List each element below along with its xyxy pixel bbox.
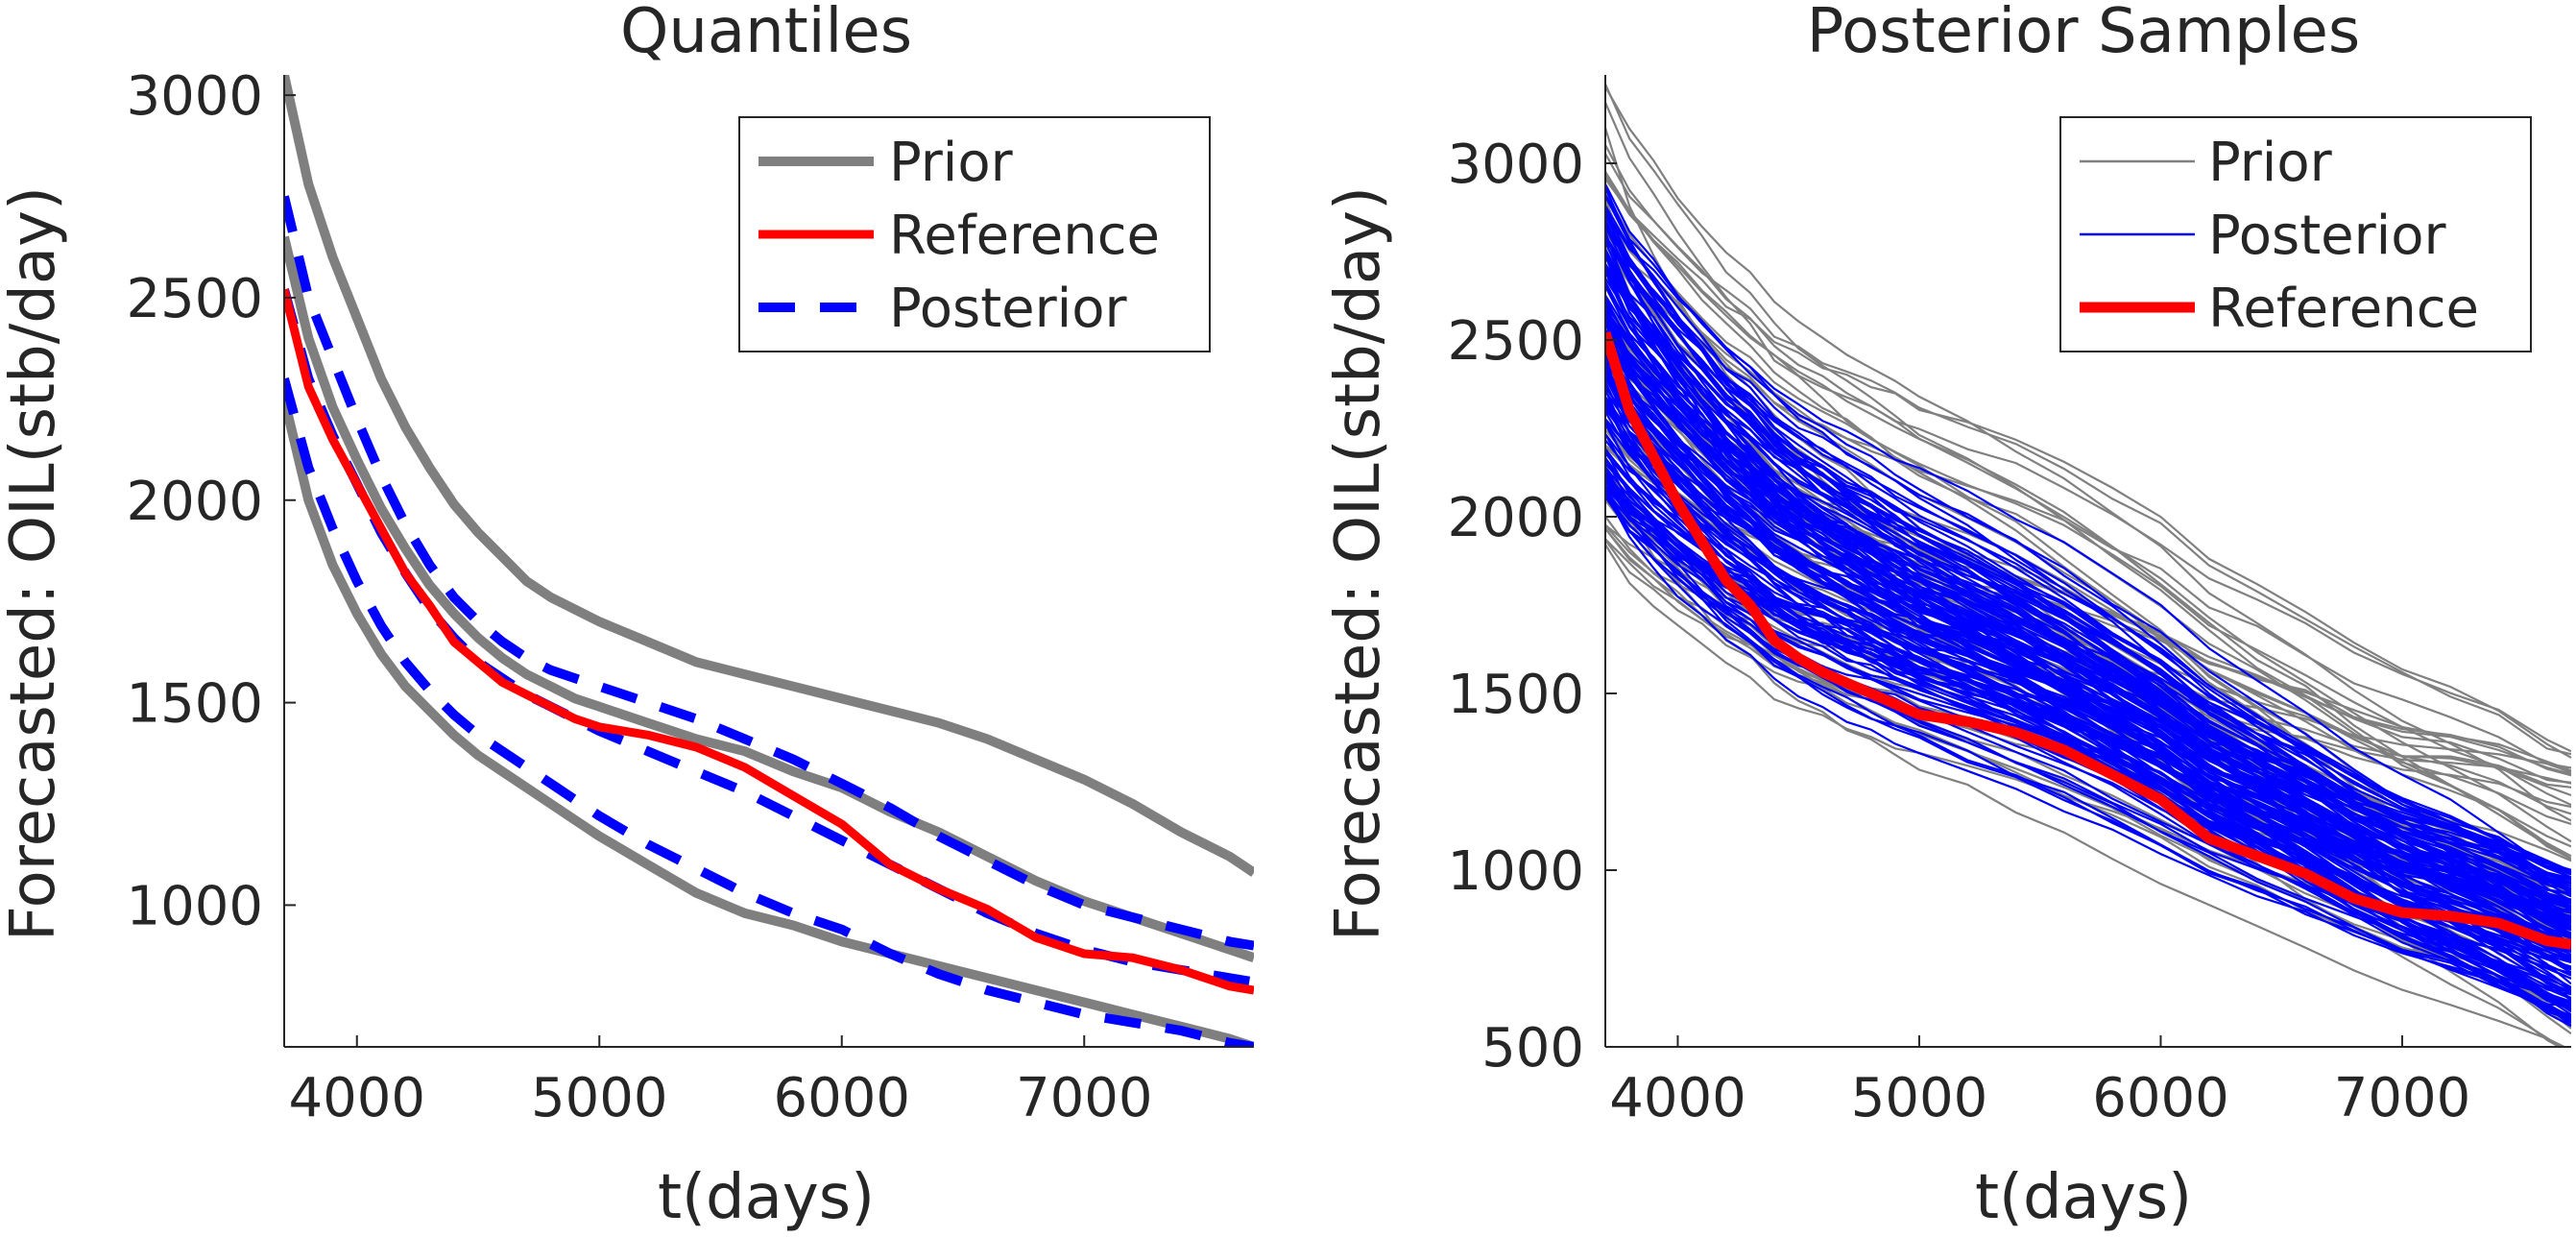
legend-label-prior: Prior [889,132,1014,194]
prior-sample-line [1605,467,2567,1047]
quantiles-plot-lines [284,75,1254,1047]
legend-label-posterior: Posterior [2208,205,2446,267]
posterior-sample-line [1605,221,2571,1000]
posterior-sample-line [1605,231,2571,1001]
reference-line [284,288,1254,995]
prior-sample-line [1605,85,2571,822]
posterior-sample-line [1605,491,2571,1005]
posterior-sample-line [1605,278,2571,930]
x-tick-label: 6000 [773,1067,910,1129]
y-tick-label: 1000 [126,875,263,937]
posterior-sample-line [1605,320,2571,876]
posterior-sample-line [1605,396,2571,1024]
posterior-p50-line [284,288,1254,987]
posterior-sample-line [1605,317,2571,970]
quantiles-ylabel: Forecasted: OIL(stb/day) [0,186,69,941]
posterior-sample-line [1605,328,2571,887]
prior-sample-line [1605,178,2571,759]
posterior-p10-line [284,376,1254,1047]
legend-label-reference: Reference [2208,278,2479,340]
y-tick-label: 3000 [126,65,263,128]
posterior-sample-line [1605,225,2571,902]
posterior-sample-line [1605,333,2571,873]
y-tick-label: 1500 [126,673,263,736]
x-tick-label: 7000 [2334,1067,2471,1129]
y-tick-label: 2000 [1447,487,1584,549]
reference-line [1605,330,2571,950]
posterior-sample-line [1605,353,2571,885]
posterior-samples-panel: Posterior Samples 4000 5000 6000 7000 500 100… [1323,0,2571,1233]
y-tick-label: 500 [1481,1017,1584,1080]
prior-p90-line [284,75,1254,877]
legend-label-prior: Prior [2208,132,2333,194]
x-tick-label: 7000 [1016,1067,1153,1129]
quantiles-axes: 4000 5000 6000 7000 1000 1500 2000 2500 3000 [126,65,1254,1129]
posterior-sample-line [1605,476,2571,1010]
posterior-sample-line [1605,467,2571,980]
posterior-samples-plot-lines [1605,83,2571,1047]
posterior-sample-line [1605,255,2571,938]
posterior-samples-axes: 4000 5000 6000 7000 500 1000 1500 2000 2500 3000 [1447,75,2571,1129]
y-tick-label: 2000 [126,471,263,533]
posterior-sample-line [1605,210,2571,879]
posterior-sample-line [1605,494,2571,1019]
posterior-sample-line [1605,333,2571,910]
quantiles-panel: Quantiles 4000 5000 6000 7000 1000 1500 2000 25… [0,0,1254,1233]
y-tick-label: 2500 [126,268,263,330]
quantiles-legend: Prior Reference Posterior [738,116,1211,352]
y-tick-label: 1000 [1447,840,1584,903]
posterior-sample-line [1605,271,2571,959]
posterior-sample-line [1605,480,2571,927]
posterior-samples-ylabel: Forecasted: OIL(stb/day) [1323,186,1394,941]
posterior-p90-line [284,195,1254,951]
posterior-sample-line [1605,398,2571,939]
legend-label-reference: Reference [889,205,1160,267]
x-tick-label: 4000 [1609,1067,1746,1129]
x-tick-label: 5000 [1851,1067,1988,1129]
prior-p10-line [284,398,1254,1047]
prior-sample-line [1605,102,2571,903]
posterior-samples-xlabel: t(days) [1975,1162,2192,1233]
x-tick-label: 5000 [531,1067,668,1129]
posterior-sample-line [1605,472,2571,920]
posterior-sample-line [1605,269,2571,892]
legend-label-posterior: Posterior [889,278,1127,340]
posterior-sample-line [1605,354,2571,905]
x-tick-label: 6000 [2092,1067,2229,1129]
posterior-sample-line [1605,294,2571,881]
posterior-sample-line [1605,208,2571,923]
quantiles-title: Quantiles [620,0,912,67]
posterior-samples-legend: Prior Posterior Reference [2059,116,2532,352]
prior-sample-line [1605,175,2571,753]
x-tick-label: 4000 [288,1067,425,1129]
y-tick-label: 3000 [1447,134,1584,196]
posterior-samples-title: Posterior Samples [1807,0,2361,67]
y-tick-label: 2500 [1447,310,1584,373]
quantiles-xlabel: t(days) [658,1162,875,1233]
y-tick-label: 1500 [1447,664,1584,726]
prior-sample-line [1605,144,2571,861]
prior-sample-line [1605,192,2571,807]
